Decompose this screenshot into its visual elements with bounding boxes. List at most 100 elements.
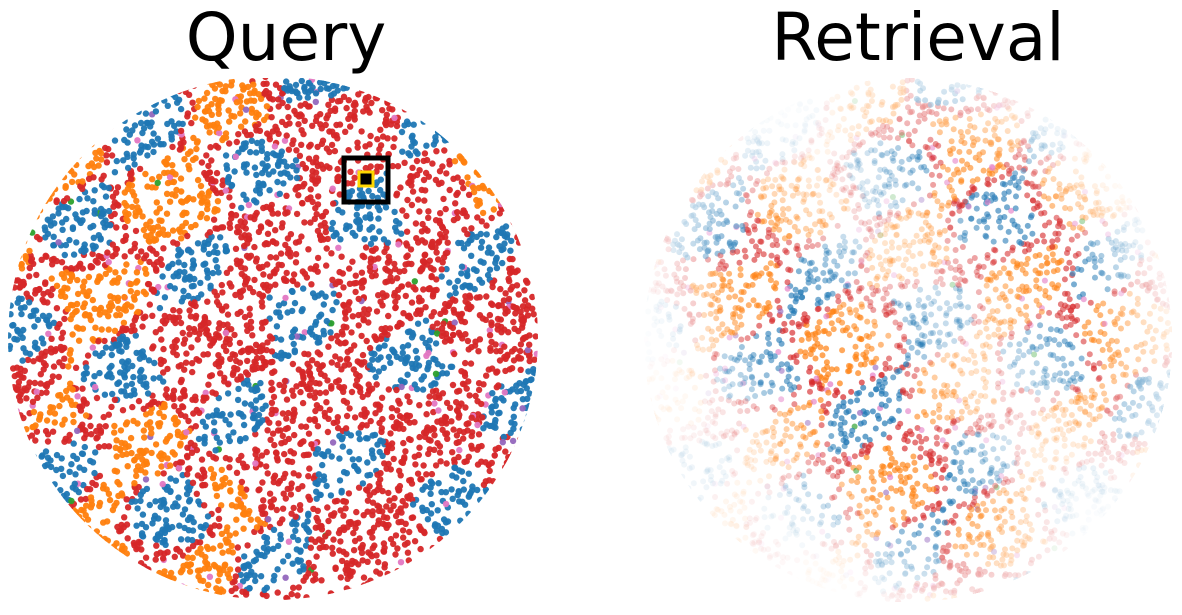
cell-point (500, 189, 507, 197)
cell-point (59, 145, 66, 153)
cell-point (55, 78, 62, 83)
cell-point (8, 430, 13, 437)
cell-point (324, 377, 331, 384)
cell-point (479, 315, 486, 322)
cell-point (56, 320, 63, 328)
cell-point (216, 439, 223, 446)
cell-point (439, 163, 446, 170)
cell-point (237, 264, 245, 271)
cell-point (528, 535, 535, 542)
cell-point (18, 373, 25, 381)
cell-point (484, 517, 491, 524)
cell-point (222, 416, 229, 424)
cell-point (30, 214, 38, 222)
cell-point (123, 150, 130, 157)
cell-point (140, 288, 147, 295)
cell-point (68, 497, 75, 505)
cell-point (122, 302, 129, 310)
cell-point (56, 525, 63, 532)
cell-point (404, 313, 412, 320)
cell-point (483, 563, 490, 570)
cell-point (385, 460, 392, 468)
cell-point (145, 357, 153, 364)
cell-point (510, 413, 517, 420)
cell-point (164, 365, 171, 373)
cell-point (389, 588, 397, 595)
cell-point (19, 111, 26, 118)
cell-point (56, 402, 63, 410)
cell-point (54, 499, 61, 507)
cell-point (59, 203, 66, 211)
cell-point (212, 563, 219, 570)
cell-point (484, 576, 491, 584)
cell-point (79, 450, 87, 458)
cell-point (304, 195, 311, 203)
cell-point (381, 342, 388, 349)
cell-point (18, 92, 25, 100)
query-title: Query (185, 0, 387, 76)
cell-point (213, 434, 220, 441)
cell-point (72, 211, 79, 218)
cell-point (111, 396, 119, 403)
cell-point (136, 165, 144, 173)
cell-point (222, 152, 230, 159)
cell-point (372, 373, 379, 381)
cell-point (15, 506, 22, 513)
cell-point (113, 573, 120, 580)
cell-point (182, 413, 189, 420)
cell-point (45, 138, 53, 146)
cell-point (138, 89, 145, 96)
cell-point (373, 568, 380, 575)
cell-point (345, 147, 352, 154)
cell-point (389, 346, 396, 353)
cell-point (297, 102, 304, 109)
cell-point (108, 123, 115, 130)
cell-point (526, 133, 534, 140)
cell-point (57, 487, 64, 494)
cell-point (211, 522, 218, 529)
cell-point (253, 109, 260, 116)
cell-point (129, 576, 136, 584)
cell-point (308, 281, 315, 288)
cell-point (244, 377, 251, 384)
cell-point (75, 536, 82, 543)
cell-point (439, 121, 446, 128)
cell-point (134, 505, 141, 512)
cell-point (244, 542, 251, 549)
cell-point (425, 88, 432, 96)
cell-point (332, 565, 339, 572)
cell-point (20, 414, 27, 422)
cell-point (70, 557, 77, 565)
cell-point (15, 592, 23, 599)
cell-point (318, 213, 326, 220)
cell-point (23, 92, 31, 99)
cell-point (73, 161, 80, 169)
cell-point (69, 80, 76, 87)
cell-point (35, 530, 43, 537)
cell-point (89, 560, 96, 567)
cell-point (389, 97, 396, 104)
cell-point (163, 580, 170, 587)
cell-point (68, 146, 76, 153)
cell-point (189, 368, 196, 376)
cell-point (179, 511, 187, 518)
cell-point (51, 108, 58, 116)
cell-point (181, 506, 189, 513)
cell-point (509, 199, 516, 206)
cell-point (36, 236, 43, 243)
cell-point (226, 479, 233, 486)
cell-point (273, 506, 280, 514)
cell-point (482, 134, 490, 141)
cell-point (70, 251, 78, 258)
cell-point (399, 497, 406, 505)
cell-point (458, 318, 465, 325)
cell-point (433, 568, 440, 575)
cell-point (428, 382, 435, 389)
cell-point (136, 447, 143, 455)
cell-point (529, 518, 536, 525)
cell-point (107, 222, 114, 229)
cell-point (518, 324, 526, 331)
cell-point (151, 512, 159, 519)
cell-point (8, 412, 13, 420)
cell-point (430, 549, 437, 556)
